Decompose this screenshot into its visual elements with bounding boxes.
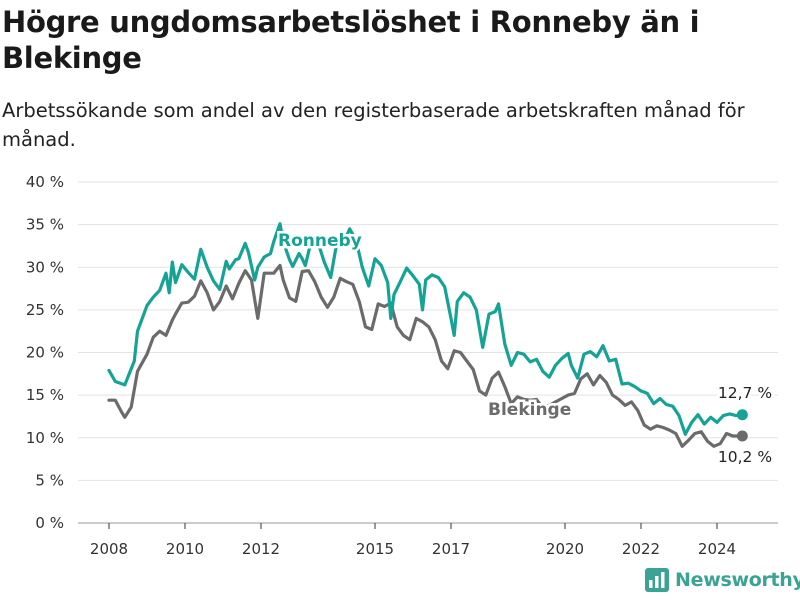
series-line-ronneby: [107, 222, 744, 436]
y-tick-label: 10 %: [26, 429, 64, 447]
x-tick-label: 2015: [356, 540, 394, 558]
end-point-ronneby: [736, 409, 748, 421]
y-tick-label: 0 %: [35, 514, 64, 532]
y-tick-label: 40 %: [26, 173, 64, 191]
series-labels: Ronneby Blekinge 12,7 % 10,2 %: [276, 229, 775, 469]
bar-chart-logo-icon: [645, 568, 669, 592]
chart-title: Högre ungdomsarbetslöshet i Ronneby än i…: [2, 5, 700, 75]
x-tick-label: 2022: [622, 540, 660, 558]
chart-subtitle: Arbetssökande som andel av den registerb…: [2, 99, 745, 151]
brand-name: Newsworthy: [675, 569, 800, 591]
y-tick-label: 5 %: [35, 471, 64, 489]
newsworthy-brand: Newsworthy: [645, 568, 800, 592]
series-line-blekinge: [107, 263, 744, 448]
x-tick-label: 2017: [432, 540, 470, 558]
end-value-ronneby: 12,7 %: [718, 384, 772, 402]
y-tick-label: 25 %: [26, 301, 64, 319]
y-tick-label: 30 %: [26, 258, 64, 276]
x-axis: 2008 2010 2012 2015 2017 2020 2022 2024: [90, 523, 736, 558]
x-tick-label: 2010: [166, 540, 204, 558]
series-lines: [107, 222, 748, 448]
end-value-blekinge: 10,2 %: [718, 448, 772, 466]
y-axis-ticks: 0 % 5 % 10 % 15 % 20 % 25 % 30 % 35 % 40 %: [26, 173, 64, 532]
x-tick-label: 2024: [698, 540, 736, 558]
end-point-blekinge: [736, 430, 748, 442]
series-label-blekinge: Blekinge: [488, 400, 571, 420]
x-tick-label: 2012: [242, 540, 280, 558]
y-tick-label: 20 %: [26, 344, 64, 362]
x-tick-label: 2008: [90, 540, 128, 558]
y-tick-label: 15 %: [26, 386, 64, 404]
series-label-ronneby: Ronneby: [278, 231, 362, 251]
gridlines: [78, 181, 778, 524]
y-tick-label: 35 %: [26, 216, 64, 234]
x-tick-label: 2020: [546, 540, 584, 558]
